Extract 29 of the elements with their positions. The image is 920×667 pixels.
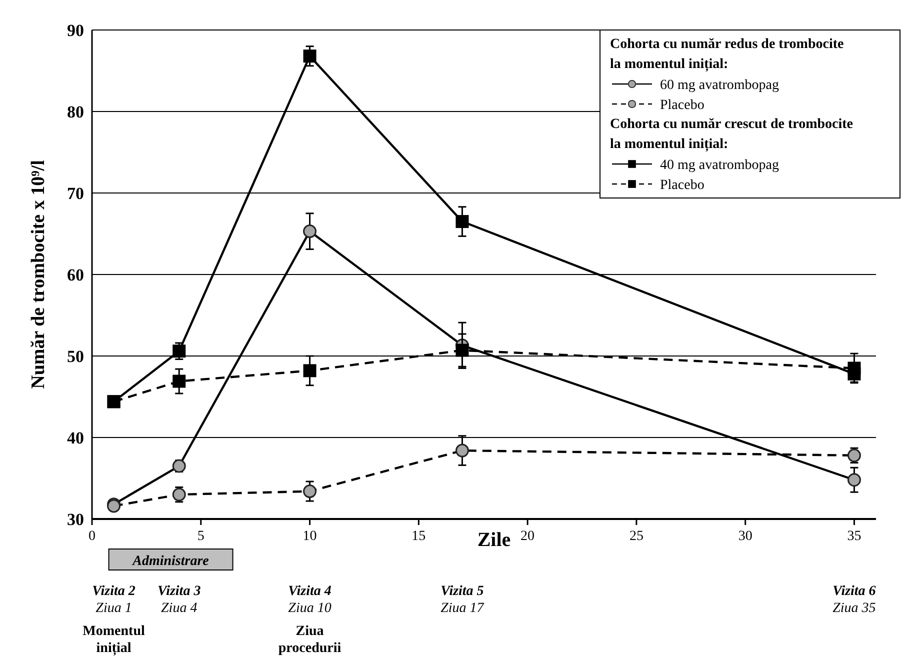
x-tick-label: 20 xyxy=(520,529,535,544)
y-tick-label: 80 xyxy=(67,102,84,122)
legend-label: Placebo xyxy=(660,178,704,193)
text: Administrare xyxy=(132,554,209,569)
text: Vizita 4 Ziua 10 Ziua procedurii xyxy=(278,584,342,656)
x-tick-label: 5 xyxy=(197,529,204,544)
y-tick-label: 90 xyxy=(67,21,84,40)
text: Vizita 3 Ziua 4 xyxy=(158,584,201,616)
x-tick-label: 30 xyxy=(738,529,752,544)
x-tick-label: 25 xyxy=(629,529,644,544)
text: Vizita 5 Ziua 17 xyxy=(440,584,485,616)
annotation: Cohorta cu număr crescut de trombocite la momentul inițial: xyxy=(610,117,854,152)
y-tick-label: 50 xyxy=(67,347,84,366)
x-tick-label: 10 xyxy=(302,529,317,544)
text: Vizita 6 Ziua 35 xyxy=(832,584,876,616)
legend-label: 60 mg avatrombopag xyxy=(660,78,779,93)
text: Vizita 2 Ziua 1 Momentul inițial xyxy=(82,584,145,656)
legend-label: 40 mg avatrombopag xyxy=(660,158,779,173)
legend-label: Placebo xyxy=(660,98,704,113)
x-tick-label: 0 xyxy=(88,529,96,544)
x-axis-title: Zile xyxy=(477,529,511,551)
y-tick-label: 40 xyxy=(67,428,84,448)
y-axis-title: Număr de trombocite x 10⁹/l xyxy=(28,160,49,389)
y-tick-label: 60 xyxy=(67,266,84,284)
annotation: Cohorta cu număr redus de trombocite la momentul inițial: xyxy=(610,37,844,72)
y-tick-label: 30 xyxy=(67,510,84,529)
x-tick-label: 35 xyxy=(847,529,862,544)
x-tick-label: 15 xyxy=(412,529,426,544)
y-tick-label: 70 xyxy=(67,184,84,203)
